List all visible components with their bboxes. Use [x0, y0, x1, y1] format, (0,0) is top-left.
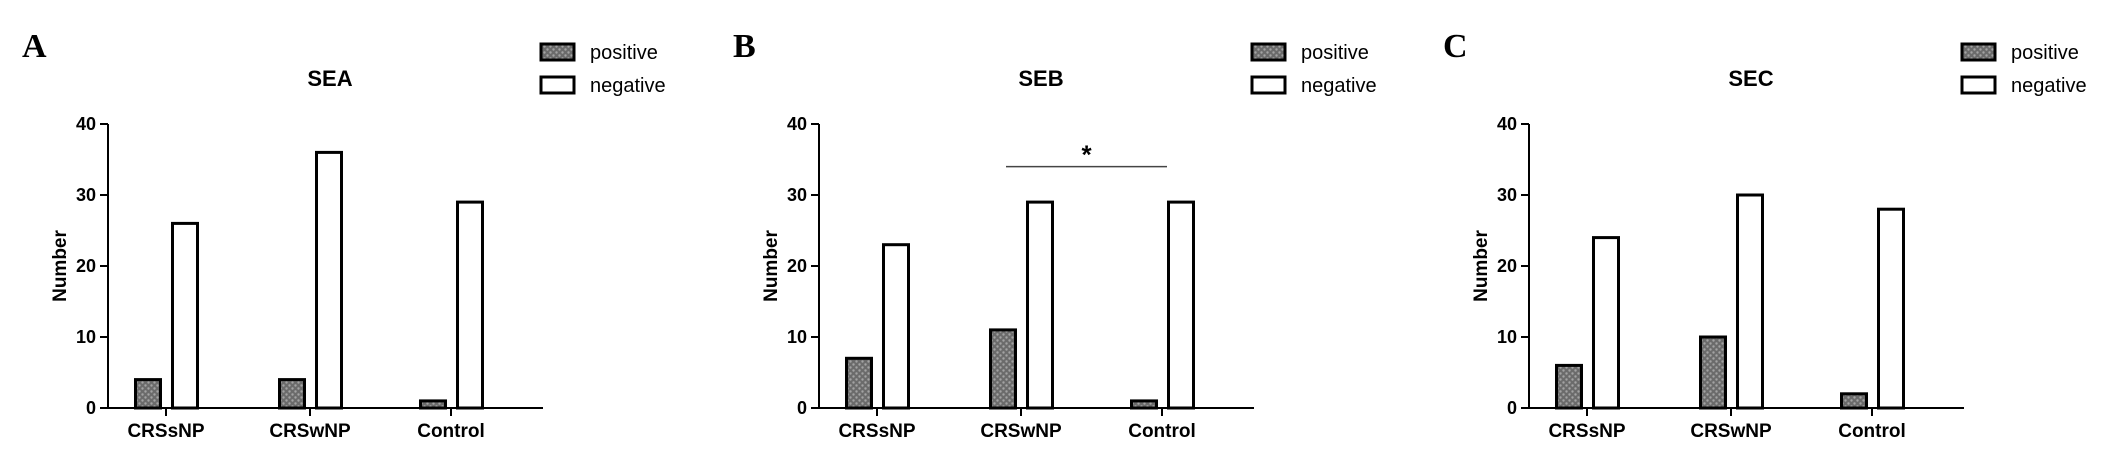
y-axis-title: Number: [50, 230, 71, 302]
y-tick-label: 30: [76, 185, 96, 205]
y-tick-label: 20: [1497, 256, 1517, 276]
y-tick-label: 30: [787, 185, 807, 205]
legend-label-negative: negative: [590, 75, 666, 97]
chart-title: SEC: [1728, 66, 1773, 91]
legend-swatch-positive: [1960, 42, 1997, 62]
panel-letter: C: [1443, 28, 1468, 65]
y-tick-label: 20: [76, 256, 96, 276]
chart-panel-a: A SEA 0 10 20 30 40 Number CRSsNP CRSwNP Control po…: [22, 28, 666, 442]
legend-label-positive: positive: [1301, 42, 1369, 64]
y-axis-title: Number: [761, 230, 782, 302]
y-tick-label: 0: [797, 398, 807, 418]
legend-label-negative: negative: [1301, 75, 1377, 97]
chart-panel-c: C SEC 0 10 20 30 40 Number CRSsNP CRSwNP Control po…: [1443, 28, 2087, 442]
legend-swatch-negative: [1250, 75, 1287, 95]
legend-swatch-negative: [539, 75, 576, 95]
bar-negative-crssnp: [171, 221, 199, 410]
panel-letter: A: [22, 28, 47, 65]
bar-negative-crswnp: [1026, 200, 1054, 410]
charts-root: A SEA 0 10 20 30 40 Number CRSsNP CRSwNP Control po…: [22, 28, 2087, 442]
legend-swatch-positive: [539, 42, 576, 62]
bar-negative-control: [456, 200, 484, 410]
chart-title: SEA: [307, 66, 352, 91]
x-tick-label: CRSsNP: [1548, 421, 1625, 442]
legend-label-positive: positive: [2011, 42, 2079, 64]
y-tick-label: 20: [787, 256, 807, 276]
bar-positive-crswnp: [989, 328, 1017, 410]
y-tick-label: 10: [76, 327, 96, 347]
bar-positive-crswnp: [278, 378, 306, 410]
legend-swatch-negative: [1960, 75, 1997, 95]
y-tick-label: 40: [76, 114, 96, 134]
bar-negative-crswnp: [1736, 193, 1764, 410]
x-tick-label: Control: [1128, 421, 1196, 442]
bar-positive-crswnp: [1699, 335, 1727, 410]
y-tick-label: 10: [1497, 327, 1517, 347]
y-tick-label: 10: [787, 327, 807, 347]
chart-panel-b: B SEB 0 10 20 30 40 Number CRSsNP CRSwNP Control po…: [733, 28, 1377, 442]
x-tick-label: Control: [1838, 421, 1906, 442]
x-tick-label: CRSwNP: [980, 421, 1062, 442]
significance-marker: *: [1081, 140, 1092, 170]
x-tick-label: CRSwNP: [1690, 421, 1772, 442]
chart-title: SEB: [1018, 66, 1063, 91]
y-tick-label: 0: [1507, 398, 1517, 418]
bar-negative-control: [1167, 200, 1195, 410]
bar-positive-crssnp: [845, 356, 873, 410]
bar-positive-crssnp: [134, 378, 162, 410]
bar-positive-crssnp: [1555, 363, 1583, 410]
legend-label-positive: positive: [590, 42, 658, 64]
bar-negative-crssnp: [1592, 236, 1620, 410]
y-tick-label: 40: [1497, 114, 1517, 134]
x-tick-label: Control: [417, 421, 485, 442]
panel-letter: B: [733, 28, 756, 65]
bar-positive-control: [419, 399, 447, 410]
legend-label-negative: negative: [2011, 75, 2087, 97]
bar-positive-control: [1130, 399, 1158, 410]
x-tick-label: CRSsNP: [127, 421, 204, 442]
bar-negative-control: [1877, 207, 1905, 410]
x-tick-label: CRSsNP: [838, 421, 915, 442]
bar-negative-crssnp: [882, 243, 910, 410]
legend-swatch-positive: [1250, 42, 1287, 62]
y-tick-label: 0: [86, 398, 96, 418]
y-axis-title: Number: [1471, 230, 1492, 302]
y-tick-label: 40: [787, 114, 807, 134]
y-tick-label: 30: [1497, 185, 1517, 205]
bar-positive-control: [1840, 392, 1868, 410]
x-tick-label: CRSwNP: [269, 421, 351, 442]
bar-negative-crswnp: [315, 150, 343, 410]
